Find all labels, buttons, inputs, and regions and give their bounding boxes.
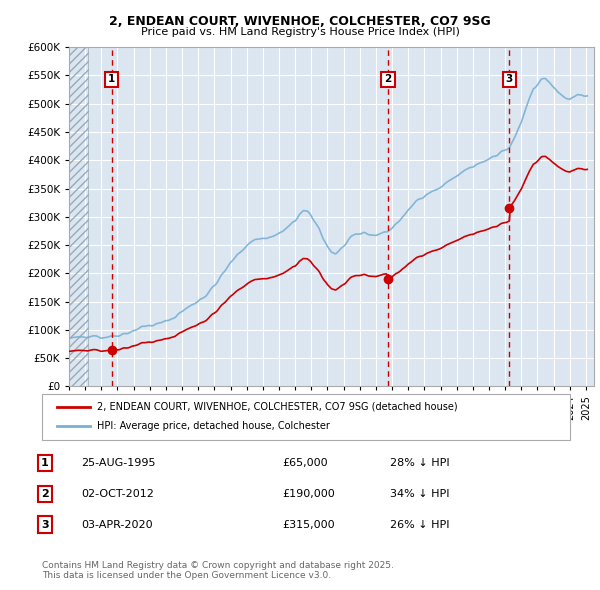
Text: 03-APR-2020: 03-APR-2020: [81, 520, 152, 529]
Text: 26% ↓ HPI: 26% ↓ HPI: [390, 520, 449, 529]
Text: 28% ↓ HPI: 28% ↓ HPI: [390, 458, 449, 468]
Text: £65,000: £65,000: [282, 458, 328, 468]
Text: HPI: Average price, detached house, Colchester: HPI: Average price, detached house, Colc…: [97, 421, 330, 431]
Text: 2: 2: [385, 74, 392, 84]
Text: 25-AUG-1995: 25-AUG-1995: [81, 458, 155, 468]
Text: 1: 1: [108, 74, 115, 84]
Text: Price paid vs. HM Land Registry's House Price Index (HPI): Price paid vs. HM Land Registry's House …: [140, 27, 460, 37]
Text: 2: 2: [41, 489, 49, 499]
Text: 34% ↓ HPI: 34% ↓ HPI: [390, 489, 449, 499]
Text: 02-OCT-2012: 02-OCT-2012: [81, 489, 154, 499]
Text: 1: 1: [41, 458, 49, 468]
Text: 3: 3: [506, 74, 513, 84]
Text: 3: 3: [41, 520, 49, 529]
Text: £190,000: £190,000: [282, 489, 335, 499]
Text: 2, ENDEAN COURT, WIVENHOE, COLCHESTER, CO7 9SG (detached house): 2, ENDEAN COURT, WIVENHOE, COLCHESTER, C…: [97, 402, 458, 411]
Text: Contains HM Land Registry data © Crown copyright and database right 2025.
This d: Contains HM Land Registry data © Crown c…: [42, 561, 394, 581]
Text: 2, ENDEAN COURT, WIVENHOE, COLCHESTER, CO7 9SG: 2, ENDEAN COURT, WIVENHOE, COLCHESTER, C…: [109, 15, 491, 28]
Text: £315,000: £315,000: [282, 520, 335, 529]
